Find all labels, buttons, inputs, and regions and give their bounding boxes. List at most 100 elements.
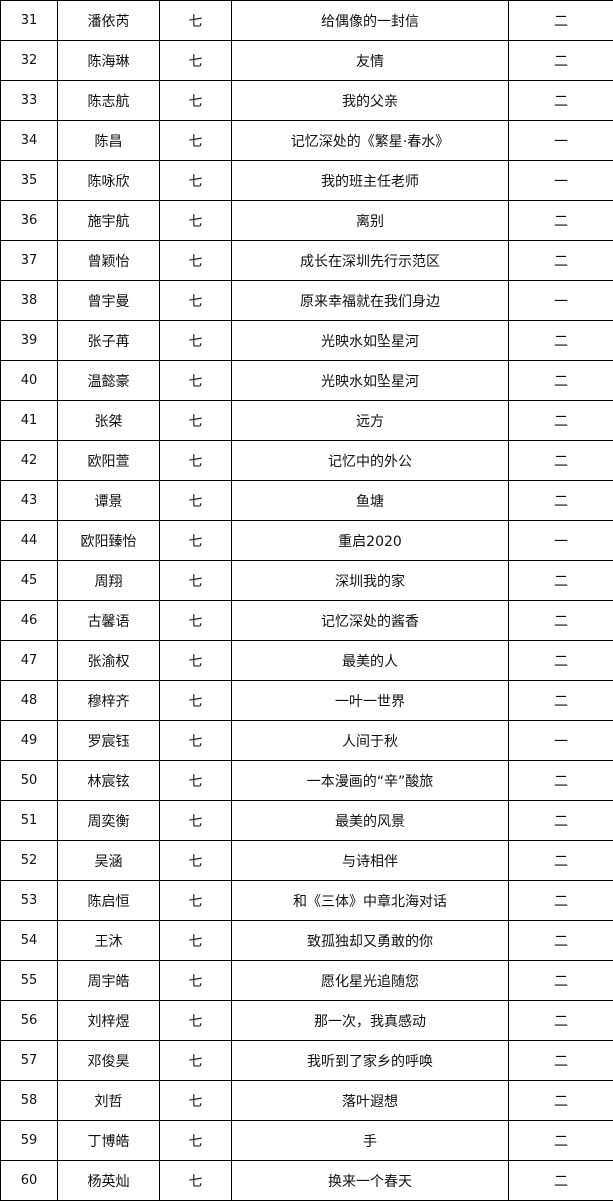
student-name: 刘哲 (57, 1080, 160, 1121)
essay-title: 一本漫画的“辛”酸旅 (231, 760, 509, 801)
table-row: 48 穆梓齐七一叶一世界二 (0, 680, 613, 721)
table-row: 36 施宇航七离别二 (0, 200, 613, 241)
essay-title: 深圳我的家 (231, 560, 509, 601)
student-name: 张桀 (57, 400, 160, 441)
award-level: 一 (508, 520, 613, 561)
award-level: 一 (508, 720, 613, 761)
award-level: 二 (508, 1040, 613, 1081)
essay-title: 我的父亲 (231, 80, 509, 121)
grade: 七 (159, 360, 232, 401)
grade: 七 (159, 40, 232, 81)
row-number: 49 (0, 720, 58, 761)
grade: 七 (159, 680, 232, 721)
table-row: 39 张子苒七光映水如坠星河二 (0, 320, 613, 361)
grade: 七 (159, 880, 232, 921)
essay-title: 与诗相伴 (231, 840, 509, 881)
student-name: 穆梓齐 (57, 680, 160, 721)
essay-title: 最美的风景 (231, 800, 509, 841)
essay-title: 记忆中的外公 (231, 440, 509, 481)
award-level: 二 (508, 920, 613, 961)
award-level: 一 (508, 160, 613, 201)
grade: 七 (159, 120, 232, 161)
essay-title: 那一次，我真感动 (231, 1000, 509, 1041)
grade: 七 (159, 1120, 232, 1161)
essay-title: 光映水如坠星河 (231, 320, 509, 361)
student-name: 曾颖怡 (57, 240, 160, 281)
student-name: 林宸铉 (57, 760, 160, 801)
table-row: 56 刘梓煜七那一次，我真感动二 (0, 1000, 613, 1041)
essay-title: 成长在深圳先行示范区 (231, 240, 509, 281)
essay-title: 和《三体》中章北海对话 (231, 880, 509, 921)
student-name: 施宇航 (57, 200, 160, 241)
grade: 七 (159, 320, 232, 361)
grade: 七 (159, 720, 232, 761)
award-level: 二 (508, 200, 613, 241)
row-number: 35 (0, 160, 58, 201)
table-row: 50 林宸铉七一本漫画的“辛”酸旅二 (0, 760, 613, 801)
row-number: 38 (0, 280, 58, 321)
grade: 七 (159, 1160, 232, 1201)
essay-title: 记忆深处的酱香 (231, 600, 509, 641)
student-name: 邓俊昊 (57, 1040, 160, 1081)
row-number: 31 (0, 0, 58, 41)
essay-title: 我的班主任老师 (231, 160, 509, 201)
row-number: 47 (0, 640, 58, 681)
award-level: 二 (508, 240, 613, 281)
award-level: 二 (508, 880, 613, 921)
grade: 七 (159, 280, 232, 321)
row-number: 42 (0, 440, 58, 481)
grade: 七 (159, 160, 232, 201)
award-level: 二 (508, 1080, 613, 1121)
student-name: 谭景 (57, 480, 160, 521)
essay-title: 落叶遐想 (231, 1080, 509, 1121)
table-row: 38 曾宇曼七原来幸福就在我们身边一 (0, 280, 613, 321)
table-row: 58 刘哲七落叶遐想二 (0, 1080, 613, 1121)
row-number: 32 (0, 40, 58, 81)
student-name: 欧阳萱 (57, 440, 160, 481)
table-row: 57 邓俊昊七我听到了家乡的呼唤二 (0, 1040, 613, 1081)
table-row: 31 潘依芮七给偶像的一封信二 (0, 0, 613, 41)
row-number: 57 (0, 1040, 58, 1081)
grade: 七 (159, 400, 232, 441)
row-number: 60 (0, 1160, 58, 1201)
award-level: 二 (508, 560, 613, 601)
student-name: 张渝权 (57, 640, 160, 681)
row-number: 56 (0, 1000, 58, 1041)
student-name: 罗宸钰 (57, 720, 160, 761)
table-row: 46 古馨语七记忆深处的酱香二 (0, 600, 613, 641)
grade: 七 (159, 0, 232, 41)
essay-title: 鱼塘 (231, 480, 509, 521)
award-level: 一 (508, 120, 613, 161)
grade: 七 (159, 440, 232, 481)
award-level: 二 (508, 480, 613, 521)
student-name: 曾宇曼 (57, 280, 160, 321)
row-number: 40 (0, 360, 58, 401)
table-row: 55 周宇皓七愿化星光追随您二 (0, 960, 613, 1001)
essay-title: 最美的人 (231, 640, 509, 681)
award-level: 二 (508, 320, 613, 361)
grade: 七 (159, 640, 232, 681)
student-name: 刘梓煜 (57, 1000, 160, 1041)
row-number: 52 (0, 840, 58, 881)
award-level: 二 (508, 40, 613, 81)
award-level: 一 (508, 280, 613, 321)
table-row: 43 谭景七鱼塘二 (0, 480, 613, 521)
essay-title: 光映水如坠星河 (231, 360, 509, 401)
essay-title: 友情 (231, 40, 509, 81)
grade: 七 (159, 800, 232, 841)
table-row: 41 张桀七远方二 (0, 400, 613, 441)
award-level: 二 (508, 960, 613, 1001)
table-row: 34 陈昌七记忆深处的《繁星·春水》一 (0, 120, 613, 161)
essay-title: 致孤独却又勇敢的你 (231, 920, 509, 961)
student-name: 周宇皓 (57, 960, 160, 1001)
grade: 七 (159, 240, 232, 281)
table-row: 32 陈海琳七友情二 (0, 40, 613, 81)
table-row: 47 张渝权七最美的人二 (0, 640, 613, 681)
award-level: 二 (508, 0, 613, 41)
grade: 七 (159, 840, 232, 881)
student-name: 陈志航 (57, 80, 160, 121)
award-level: 二 (508, 1120, 613, 1161)
table-row: 35 陈咏欣七我的班主任老师一 (0, 160, 613, 201)
row-number: 55 (0, 960, 58, 1001)
